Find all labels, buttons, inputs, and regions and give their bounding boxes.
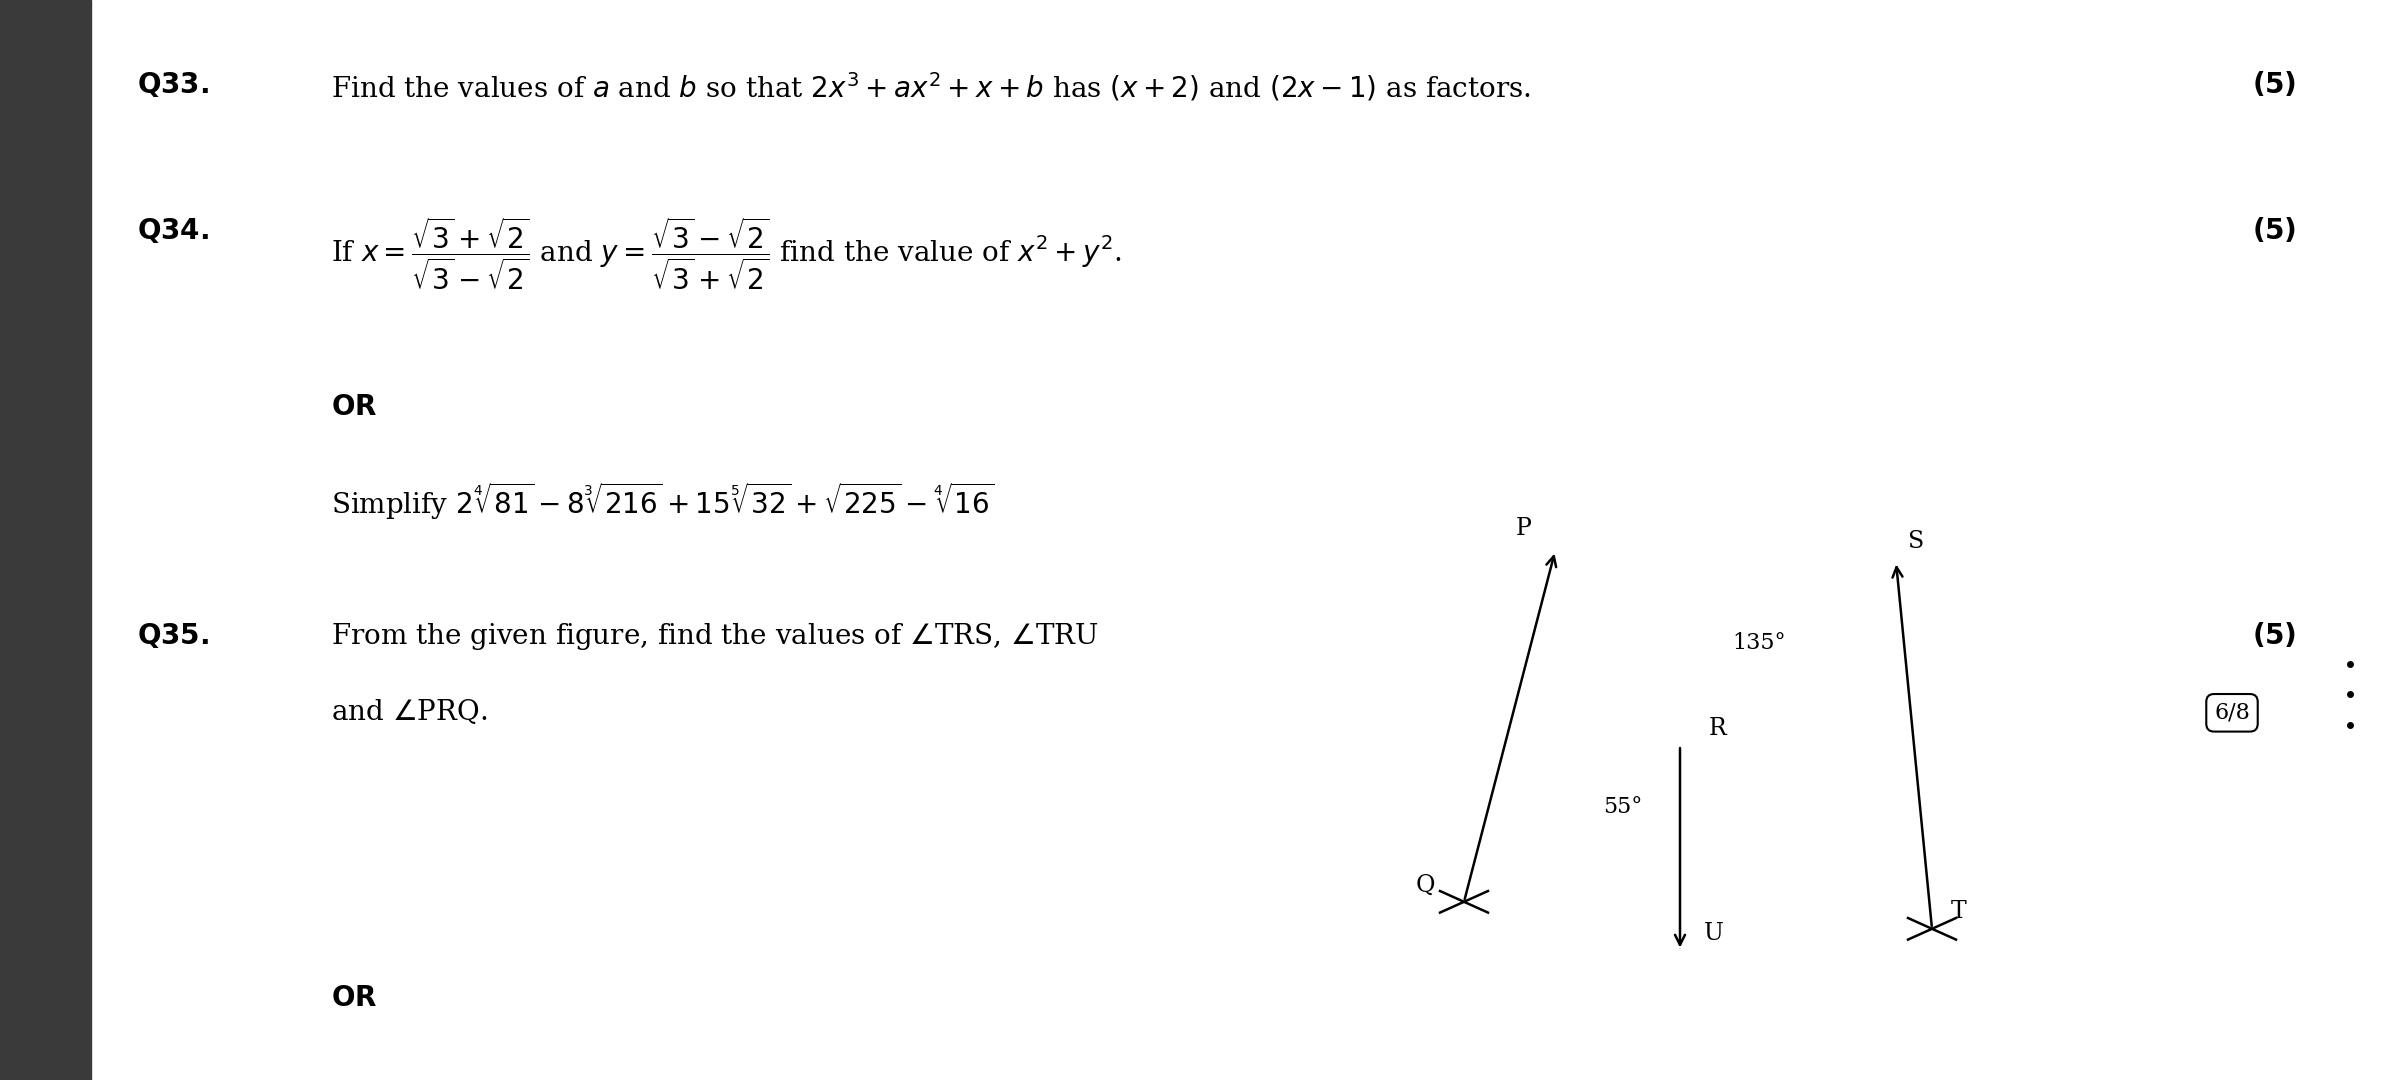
Text: $\mathbf{Q35.}$: $\mathbf{Q35.}$ — [137, 621, 209, 650]
Text: S: S — [1908, 530, 1925, 553]
Text: $\mathbf{OR}$: $\mathbf{OR}$ — [331, 394, 377, 421]
Text: P: P — [1514, 517, 1531, 540]
Text: 6/8: 6/8 — [2215, 702, 2249, 724]
Text: 135°: 135° — [1733, 632, 1786, 653]
Text: $\mathbf{(5)}$: $\mathbf{(5)}$ — [2254, 216, 2297, 245]
Text: and $\angle$PRQ.: and $\angle$PRQ. — [331, 697, 487, 726]
Text: R: R — [1709, 717, 1726, 740]
Text: $\mathbf{Q34.}$: $\mathbf{Q34.}$ — [137, 216, 209, 245]
Text: If $x=\dfrac{\sqrt{3}+\sqrt{2}}{\sqrt{3}-\sqrt{2}}$ and $y=\dfrac{\sqrt{3}-\sqrt: If $x=\dfrac{\sqrt{3}+\sqrt{2}}{\sqrt{3}… — [331, 216, 1121, 293]
Text: $\mathbf{OR}$: $\mathbf{OR}$ — [331, 985, 377, 1012]
Text: U: U — [1704, 922, 1723, 945]
Text: $\mathbf{(5)}$: $\mathbf{(5)}$ — [2254, 621, 2297, 650]
Text: Q: Q — [1416, 874, 1435, 896]
Bar — [0, 0, 91, 1080]
Text: Simplify $2\sqrt[4]{81}-8\sqrt[3]{216}+15\sqrt[5]{32}+\sqrt{225}-\sqrt[4]{16}$: Simplify $2\sqrt[4]{81}-8\sqrt[3]{216}+1… — [331, 481, 996, 523]
Text: $\mathbf{(5)}$: $\mathbf{(5)}$ — [2254, 70, 2297, 99]
Text: Find the values of $a$ and $b$ so that $2x^3+ax^2+x+b$ has $(x+2)$ and $(2x-1)$ : Find the values of $a$ and $b$ so that $… — [331, 70, 1531, 103]
Text: From the given figure, find the values of $\angle$TRS, $\angle$TRU: From the given figure, find the values o… — [331, 621, 1099, 652]
Text: T: T — [1951, 901, 1968, 923]
Text: $\mathbf{Q33.}$: $\mathbf{Q33.}$ — [137, 70, 209, 99]
Text: 55°: 55° — [1603, 796, 1642, 818]
